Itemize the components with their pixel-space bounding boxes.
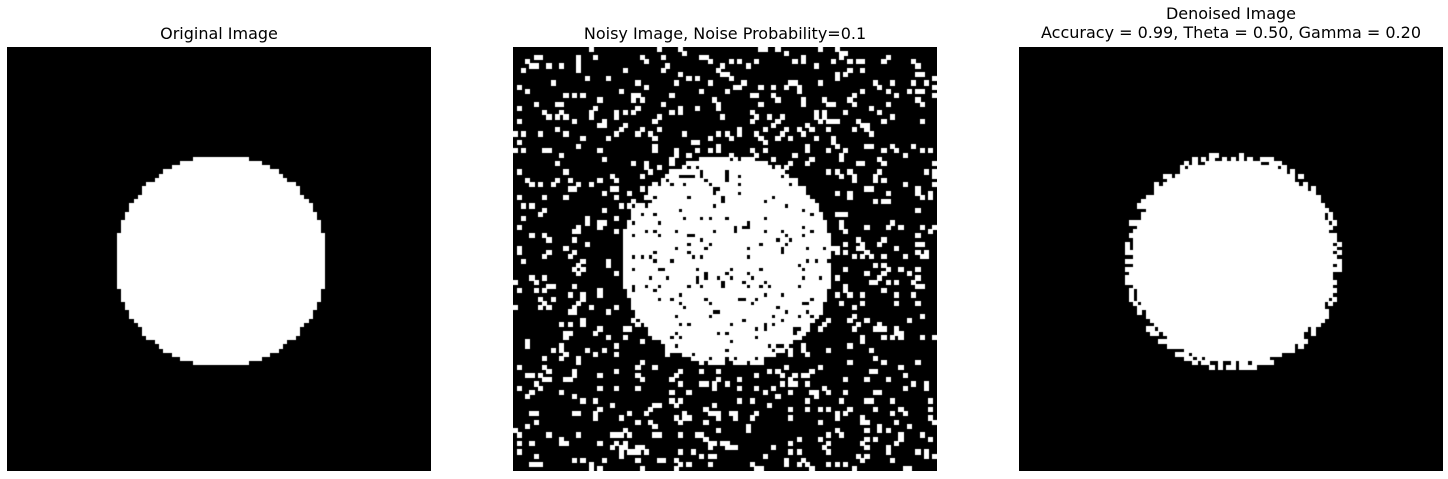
panel-title-denoised: Denoised Image Accuracy = 0.99, Theta = … — [1019, 4, 1443, 42]
panel-title-denoised-line-2: Accuracy = 0.99, Theta = 0.50, Gamma = 0… — [1040, 23, 1421, 42]
panel-title-original-line-1: Original Image — [160, 24, 278, 43]
denoised-binary-image — [1019, 47, 1443, 471]
panel-original-image: Original Image — [7, 0, 431, 479]
panel-title-noisy-line-1: Noisy Image, Noise Probability=0.1 — [583, 24, 867, 43]
panel-title-original: Original Image — [7, 24, 431, 43]
panel-noisy-image: Noisy Image, Noise Probability=0.1 — [513, 0, 937, 479]
panel-title-denoised-line-1: Denoised Image — [1165, 4, 1297, 23]
panel-title-noisy: Noisy Image, Noise Probability=0.1 — [513, 24, 937, 43]
noisy-binary-image — [513, 47, 937, 471]
original-binary-image — [7, 47, 431, 471]
panel-denoised-image: Denoised Image Accuracy = 0.99, Theta = … — [1019, 0, 1443, 479]
